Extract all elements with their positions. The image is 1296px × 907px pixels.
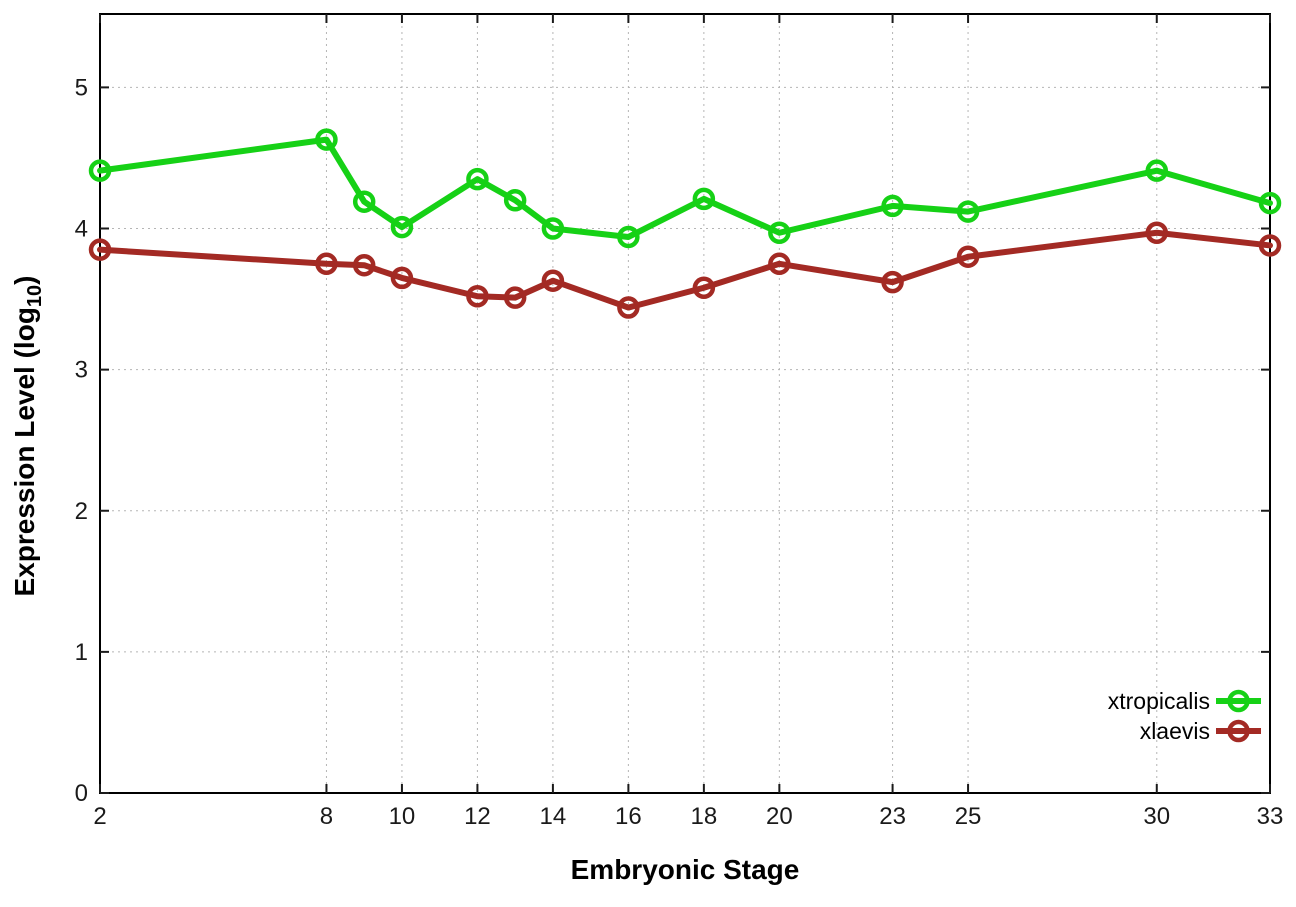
data-point-xtropicalis-9 xyxy=(352,190,376,213)
x-tick-label-14: 14 xyxy=(540,803,567,830)
x-tick-label-18: 18 xyxy=(691,803,718,830)
legend-marker-xlaevis xyxy=(1227,719,1250,743)
legend: xtropicalis xlaevis xyxy=(1108,688,1261,744)
x-tick-label-12: 12 xyxy=(464,803,491,830)
data-point-xlaevis-18 xyxy=(692,276,716,300)
data-point-xlaevis-12 xyxy=(466,284,489,308)
data-point-xtropicalis-8 xyxy=(315,128,338,151)
data-point-xtropicalis-14 xyxy=(541,217,565,240)
series-line-xlaevis xyxy=(97,229,1273,311)
legend-entry-xtropicalis: xtropicalis xyxy=(1108,688,1261,714)
axis-ticks xyxy=(99,14,1271,794)
y-axis-title-subscript: 10 xyxy=(24,285,46,307)
x-tick-label-23: 23 xyxy=(879,803,906,830)
y-tick-label-3: 3 xyxy=(75,357,88,384)
x-tick-label-33: 33 xyxy=(1257,803,1284,830)
y-axis-title: Expression Level (log10) xyxy=(9,276,46,597)
data-point-xtropicalis-23 xyxy=(881,194,904,218)
plot-border xyxy=(99,13,1271,794)
x-tick-label-25: 25 xyxy=(955,803,982,830)
y-tick-label-0: 0 xyxy=(75,780,88,807)
data-point-xlaevis-14 xyxy=(541,269,565,292)
y-tick-label-5: 5 xyxy=(75,74,88,101)
data-point-xlaevis-9 xyxy=(352,253,376,277)
data-point-xtropicalis-12 xyxy=(466,167,489,191)
series-line-xtropicalis xyxy=(97,136,1273,240)
data-point-xlaevis-33 xyxy=(1258,234,1282,257)
data-point-xtropicalis-10 xyxy=(390,215,414,239)
data-point-xtropicalis-16 xyxy=(617,225,640,249)
data-point-xlaevis-25 xyxy=(956,245,980,268)
data-point-xlaevis-16 xyxy=(617,296,640,319)
data-point-xtropicalis-30 xyxy=(1145,159,1169,182)
y-axis-title-main: Expression Level (log xyxy=(9,307,40,596)
data-point-xtropicalis-13 xyxy=(503,189,527,212)
x-tick-label-2: 2 xyxy=(93,803,106,830)
data-point-xlaevis-30 xyxy=(1145,221,1169,244)
data-point-xlaevis-20 xyxy=(768,252,791,276)
data-point-xtropicalis-20 xyxy=(768,221,791,244)
x-axis-title: Embryonic Stage xyxy=(571,854,800,885)
gridlines xyxy=(100,14,1271,793)
y-tick-label-2: 2 xyxy=(75,498,88,525)
data-point-xlaevis-8 xyxy=(315,252,338,276)
data-point-xlaevis-10 xyxy=(390,266,414,290)
legend-entry-xlaevis: xlaevis xyxy=(1140,718,1261,744)
y-tick-label-1: 1 xyxy=(75,639,88,666)
y-tick-label-4: 4 xyxy=(75,216,88,243)
data-point-xtropicalis-25 xyxy=(956,200,980,223)
data-point-xtropicalis-2 xyxy=(88,159,112,182)
data-point-xtropicalis-33 xyxy=(1258,191,1282,215)
data-point-xtropicalis-18 xyxy=(692,187,716,211)
x-tick-label-30: 30 xyxy=(1143,803,1170,830)
legend-label-xlaevis: xlaevis xyxy=(1140,718,1210,744)
legend-label-xtropicalis: xtropicalis xyxy=(1108,688,1210,714)
y-axis-title-suffix: ) xyxy=(9,276,40,285)
x-tick-label-10: 10 xyxy=(389,803,416,830)
data-point-xlaevis-13 xyxy=(503,286,527,309)
data-series xyxy=(88,128,1282,319)
x-tick-label-16: 16 xyxy=(615,803,642,830)
data-point-xlaevis-2 xyxy=(88,238,112,261)
x-tick-label-20: 20 xyxy=(766,803,793,830)
data-point-xlaevis-23 xyxy=(881,270,904,294)
x-tick-label-8: 8 xyxy=(320,803,333,830)
legend-marker-xtropicalis xyxy=(1227,689,1250,713)
